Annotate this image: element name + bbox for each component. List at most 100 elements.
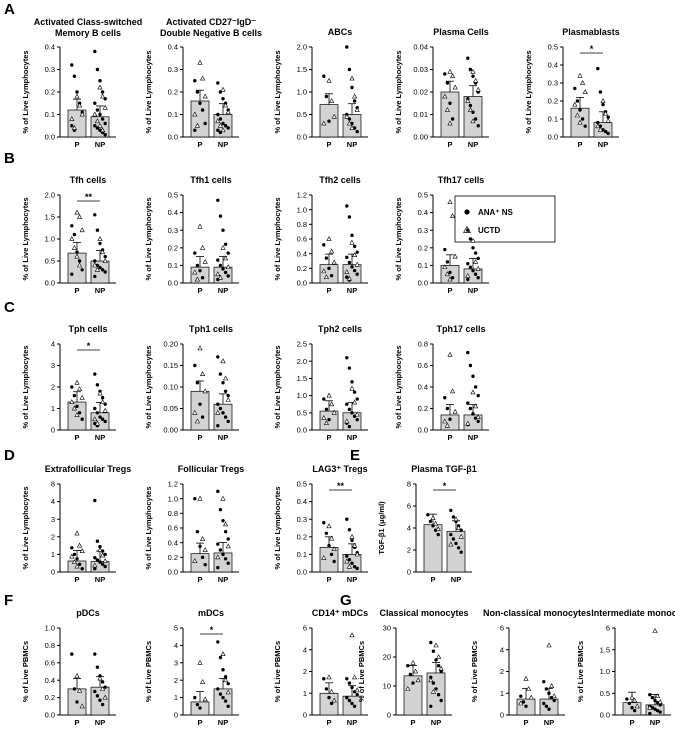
data-point-ana (426, 513, 430, 517)
data-point-ana (226, 537, 230, 541)
data-point-ana (221, 552, 225, 557)
data-point-uctd (548, 683, 555, 688)
chart-15: LAG3⁺ Tregs % of Live Lymphocytes 0.0 0.1 0.… (273, 464, 368, 584)
data-point-ana (658, 703, 662, 707)
data-point-ana (198, 268, 202, 273)
data-point-uctd (192, 409, 198, 415)
data-point-uctd (349, 533, 355, 539)
chart-title: Classical monocytes (379, 608, 468, 618)
data-point-ana (218, 655, 223, 660)
y-tick-label: 0.0 (45, 279, 55, 288)
data-point-ana (468, 237, 473, 241)
data-point-ana (434, 687, 438, 691)
y-tick-label: 5 (174, 624, 178, 633)
data-point-uctd (76, 386, 83, 392)
data-point-ana (350, 701, 354, 706)
data-point-ana (324, 256, 329, 260)
data-point-ana (350, 411, 354, 415)
bar-p (440, 91, 460, 138)
y-tick-label: 1 (174, 693, 178, 702)
data-point-uctd (215, 554, 221, 560)
y-axis-label: % of Live Lymphocytes (394, 50, 403, 133)
data-point-uctd (331, 697, 337, 703)
data-point-uctd (467, 107, 474, 112)
y-tick-label: 0.4 (418, 383, 428, 392)
chart-title: Activated Class-switched (34, 17, 143, 27)
y-tick-label: 0.0 (168, 133, 178, 142)
data-point-ana (200, 555, 205, 560)
data-point-ana (448, 101, 452, 105)
data-point-ana (345, 695, 349, 700)
y-tick-label: 0.2 (168, 553, 178, 562)
data-point-ana (195, 702, 200, 707)
data-point-ana (648, 693, 652, 697)
data-point-ana (406, 664, 410, 668)
data-point-ana (95, 558, 100, 562)
data-point-ana (324, 687, 329, 691)
data-point-ana (221, 381, 225, 385)
data-point-ana (658, 710, 662, 714)
data-point-ana (98, 241, 102, 246)
x-tick-label: NP (95, 433, 105, 442)
data-point-ana (95, 539, 100, 543)
y-tick-label: 0.3 (168, 226, 178, 235)
data-point-uctd (217, 274, 224, 280)
data-point-uctd (328, 401, 335, 407)
data-point-ana (552, 698, 556, 703)
data-point-ana (476, 419, 480, 424)
data-point-uctd (595, 123, 601, 129)
chart-2: ABCs % of Live Lymphocytes 0.0 0.5 1.0 1.5 2.0… (273, 27, 368, 149)
data-point-uctd (346, 120, 353, 126)
data-point-uctd (202, 547, 208, 552)
data-point-uctd (629, 694, 635, 700)
y-tick-label: 0.5 (297, 480, 307, 489)
data-point-ana (198, 706, 202, 710)
y-tick-label: 1.5 (45, 213, 55, 222)
data-point-uctd (225, 109, 231, 115)
data-point-ana (195, 529, 200, 534)
data-point-ana (218, 117, 223, 121)
x-tick-label: NP (347, 433, 357, 442)
y-tick-label: 0.0 (297, 279, 307, 288)
data-point-ana (72, 232, 77, 237)
data-point-uctd (71, 559, 78, 565)
y-tick-label: 0.5 (297, 110, 307, 119)
chart-14: Follicular Tregs % of Live Lymphocytes 0.0… (144, 464, 244, 584)
y-tick-label: 0.4 (297, 249, 307, 258)
data-point-ana (347, 698, 352, 703)
data-point-ana (216, 687, 220, 691)
y-axis-label: % of Live Lymphocytes (524, 50, 533, 133)
data-point-ana (103, 121, 107, 126)
chart-19: CD14⁺ mDCs % of Live PBMCs 0 1 2 4 6 P NP (273, 608, 368, 727)
data-point-ana (450, 276, 455, 280)
data-point-ana (103, 552, 107, 557)
x-tick-label: P (326, 575, 331, 584)
data-point-uctd (79, 111, 85, 117)
data-point-ana (218, 263, 223, 268)
y-tick-label: 0.4 (418, 208, 428, 217)
data-point-uctd (657, 699, 663, 704)
x-tick-label: NP (95, 575, 105, 584)
data-point-uctd (453, 516, 459, 522)
panel-label-e: E (350, 447, 360, 464)
y-tick-label: 0.6 (45, 658, 55, 667)
data-point-uctd (449, 388, 456, 394)
y-tick-label: 0.01 (413, 110, 428, 119)
data-point-uctd (94, 420, 101, 426)
chart-title: Tfh2 cells (319, 175, 361, 185)
data-point-ana (428, 519, 433, 524)
data-point-uctd (74, 530, 80, 536)
data-point-ana (451, 537, 456, 541)
y-tick-label: 1.5 (297, 65, 307, 74)
chart-title: Intermediate monocytes (591, 608, 675, 618)
y-tick-label: 4 (51, 340, 55, 349)
data-point-ana (411, 681, 415, 685)
data-point-ana (445, 406, 450, 411)
x-tick-label: NP (218, 575, 228, 584)
data-point-ana (324, 407, 329, 412)
data-point-ana (98, 560, 102, 564)
data-point-ana (221, 121, 225, 126)
chart-title: Non-classical monocytes (483, 608, 591, 618)
data-point-ana (355, 417, 359, 422)
